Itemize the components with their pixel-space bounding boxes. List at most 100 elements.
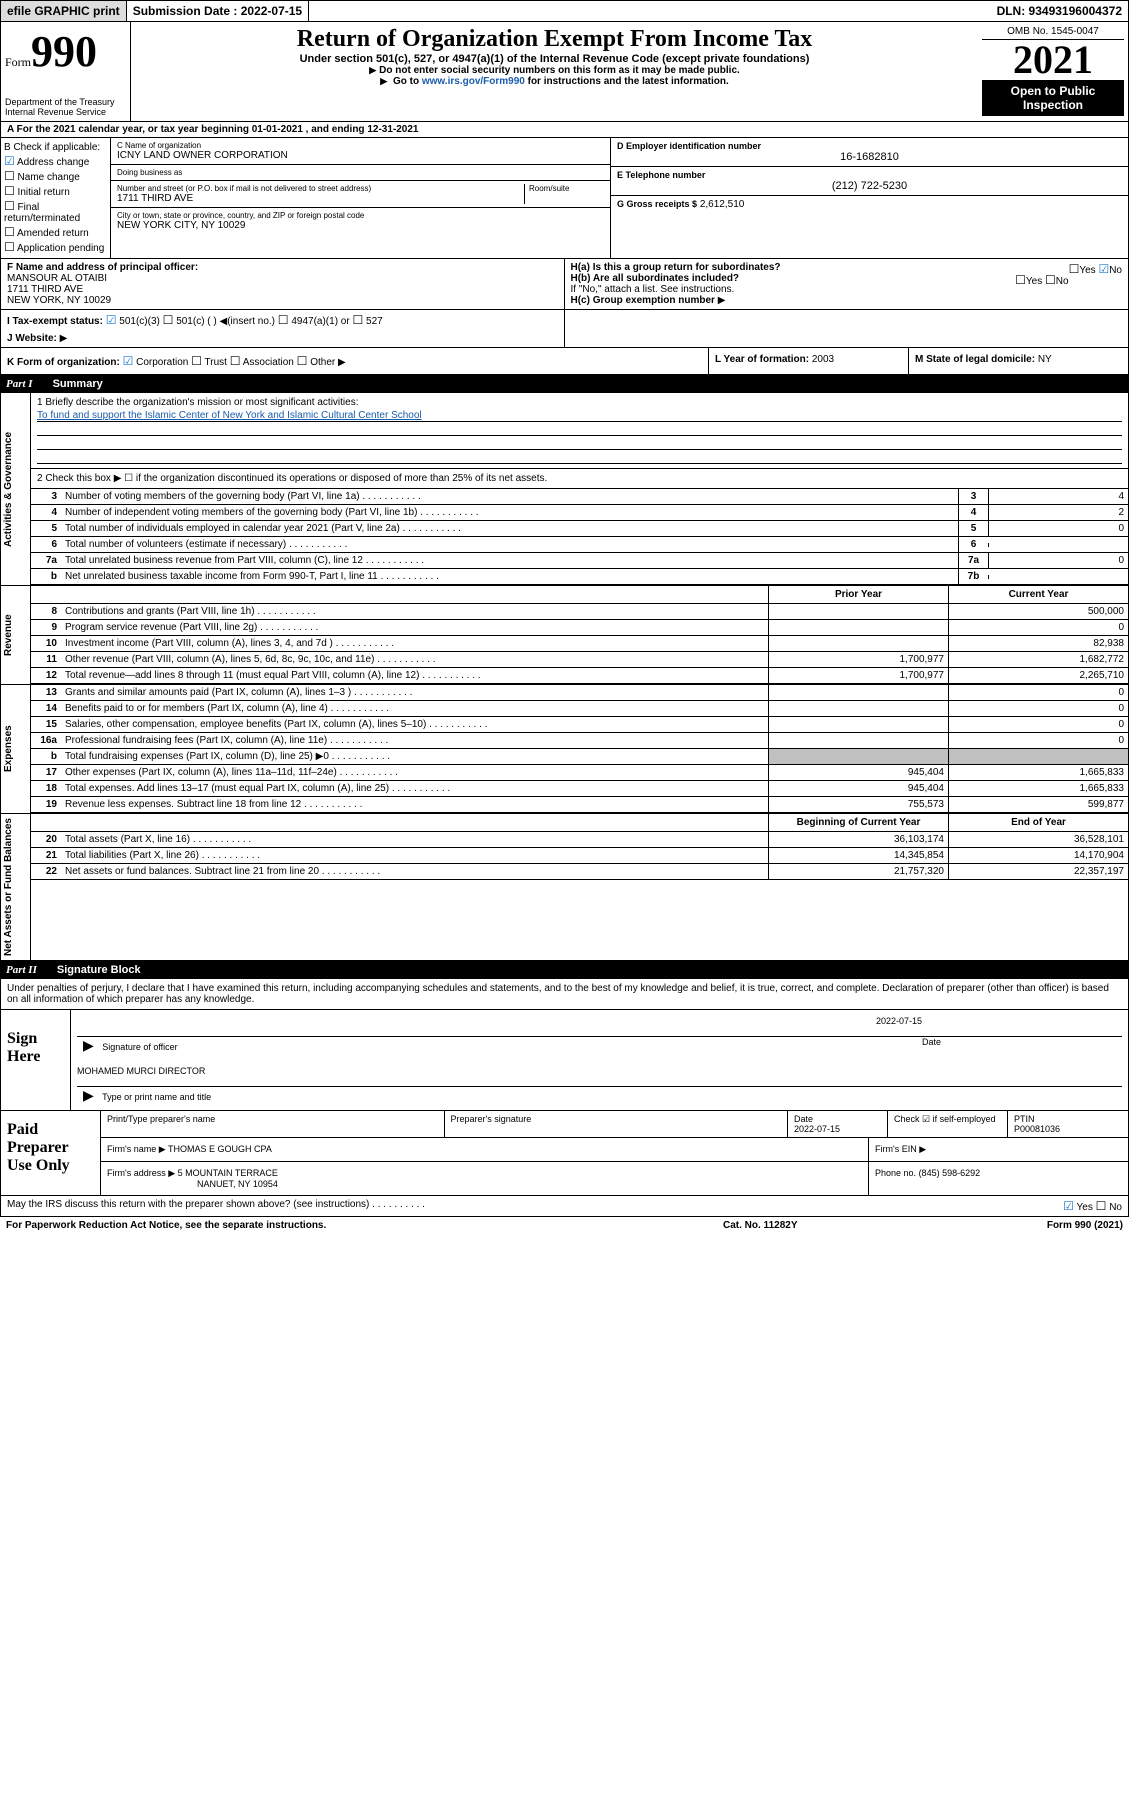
prep-check[interactable]: Check ☑ if self-employed xyxy=(888,1111,1008,1137)
city-label: City or town, state or province, country… xyxy=(117,211,604,220)
form-subtitle: Under section 501(c), 527, or 4947(a)(1)… xyxy=(141,53,968,65)
summary-gov: Activities & Governance 1 Briefly descri… xyxy=(0,393,1129,586)
phone-label: E Telephone number xyxy=(617,170,1122,180)
summary-net: Net Assets or Fund Balances Beginning of… xyxy=(0,814,1129,961)
phone: (212) 722-5230 xyxy=(617,180,1122,192)
summary-line: 22Net assets or fund balances. Subtract … xyxy=(31,864,1128,880)
col-d: D Employer identification number 16-1682… xyxy=(611,138,1128,258)
check-initial[interactable]: ☐ Initial return xyxy=(4,184,107,198)
line-1: 1 Briefly describe the organization's mi… xyxy=(31,393,1128,469)
summary-line: bTotal fundraising expenses (Part IX, co… xyxy=(31,749,1128,765)
top-bar: efile GRAPHIC print Submission Date : 20… xyxy=(0,0,1129,22)
summary-line: 10Investment income (Part VIII, column (… xyxy=(31,636,1128,652)
summary-line: 6Total number of volunteers (estimate if… xyxy=(31,537,1128,553)
arrow-icon: ▶ xyxy=(83,1087,94,1103)
prep-date: Date2022-07-15 xyxy=(788,1111,888,1137)
officer-sig-name: MOHAMED MURCI DIRECTOR xyxy=(77,1066,1122,1076)
sign-here-label: Sign Here xyxy=(1,1010,71,1110)
street: 1711 THIRD AVE xyxy=(117,193,524,204)
summary-line: 3Number of voting members of the governi… xyxy=(31,489,1128,505)
mission-text: To fund and support the Islamic Center o… xyxy=(37,410,1122,422)
summary-line: bNet unrelated business taxable income f… xyxy=(31,569,1128,585)
firm-addr-label: Firm's address ▶ xyxy=(107,1168,175,1178)
row-k: K Form of organization: ☑ Corporation ☐ … xyxy=(0,348,1129,375)
check-name-change[interactable]: ☐ Name change xyxy=(4,169,107,183)
tab-net-assets: Net Assets or Fund Balances xyxy=(1,814,31,960)
summary-line: 20Total assets (Part X, line 16)36,103,1… xyxy=(31,832,1128,848)
line-2: 2 Check this box ▶ ☐ if the organization… xyxy=(31,469,1128,489)
sub-date-label: Submission Date : 2022-07-15 xyxy=(127,1,309,21)
firm-phone: (845) 598-6292 xyxy=(919,1168,981,1178)
summary-line: 5Total number of individuals employed in… xyxy=(31,521,1128,537)
tab-expenses: Expenses xyxy=(1,685,31,813)
col-b: B Check if applicable: ☑ Address change … xyxy=(1,138,111,258)
row-f-label: F Name and address of principal officer: xyxy=(7,262,558,273)
check-amended[interactable]: ☐ Amended return xyxy=(4,225,107,239)
summary-line: 4Number of independent voting members of… xyxy=(31,505,1128,521)
gross-receipts: 2,612,510 xyxy=(700,199,745,210)
summary-exp: Expenses 13Grants and similar amounts pa… xyxy=(0,685,1129,814)
ein-label: D Employer identification number xyxy=(617,141,1122,151)
fin-header-net: Beginning of Current Year End of Year xyxy=(31,814,1128,832)
sig-date-label: Date xyxy=(922,1037,1122,1054)
summary-line: 18Total expenses. Add lines 13–17 (must … xyxy=(31,781,1128,797)
firm-name-label: Firm's name ▶ xyxy=(107,1144,166,1154)
summary-line: 12Total revenue—add lines 8 through 11 (… xyxy=(31,668,1128,684)
ein: 16-1682810 xyxy=(617,151,1122,163)
cat-no: Cat. No. 11282Y xyxy=(723,1220,923,1231)
tax-year: 2021 xyxy=(982,40,1124,80)
form-number: Form990 xyxy=(5,26,126,77)
org-name: ICNY LAND OWNER CORPORATION xyxy=(117,150,604,161)
preparer-block: Paid Preparer Use Only Print/Type prepar… xyxy=(0,1111,1129,1196)
sig-date: 2022-07-15 xyxy=(77,1016,1122,1026)
officer-addr1: 1711 THIRD AVE xyxy=(7,284,558,295)
efile-btn[interactable]: efile GRAPHIC print xyxy=(1,1,127,21)
summary-line: 14Benefits paid to or for members (Part … xyxy=(31,701,1128,717)
dba-label: Doing business as xyxy=(117,168,604,177)
summary-line: 7aTotal unrelated business revenue from … xyxy=(31,553,1128,569)
summary-rev: Revenue Prior Year Current Year 8Contrib… xyxy=(0,586,1129,685)
tab-revenue: Revenue xyxy=(1,586,31,684)
h-a: H(a) Is this a group return for subordin… xyxy=(571,262,1123,273)
gross-label: G Gross receipts $ xyxy=(617,199,697,209)
discuss-row: May the IRS discuss this return with the… xyxy=(0,1196,1129,1217)
check-app-pending[interactable]: ☐ Application pending xyxy=(4,240,107,254)
section-bcd: B Check if applicable: ☑ Address change … xyxy=(0,138,1129,259)
officer-addr2: NEW YORK, NY 10029 xyxy=(7,295,558,306)
summary-line: 8Contributions and grants (Part VIII, li… xyxy=(31,604,1128,620)
form-ref: Form 990 (2021) xyxy=(923,1220,1123,1231)
paperwork-notice: For Paperwork Reduction Act Notice, see … xyxy=(6,1220,723,1231)
check-addr-change[interactable]: ☑ Address change xyxy=(4,154,107,168)
open-public-badge: Open to Public Inspection xyxy=(982,80,1124,116)
form-header: Form990 Department of the Treasury Inter… xyxy=(0,22,1129,122)
col-b-label: B Check if applicable: xyxy=(4,142,107,153)
ptin: PTINP00081036 xyxy=(1008,1111,1128,1137)
row-fh: F Name and address of principal officer:… xyxy=(0,259,1129,310)
firm-ein-label: Firm's EIN ▶ xyxy=(868,1138,1128,1161)
row-ij: I Tax-exempt status: ☑ 501(c)(3) ☐ 501(c… xyxy=(0,310,1129,348)
row-i: I Tax-exempt status: ☑ 501(c)(3) ☐ 501(c… xyxy=(7,313,558,327)
summary-line: 17Other expenses (Part IX, column (A), l… xyxy=(31,765,1128,781)
instr-1: Do not enter social security numbers on … xyxy=(141,65,968,76)
row-a: A For the 2021 calendar year, or tax yea… xyxy=(0,122,1129,138)
row-j: J Website: ▶ xyxy=(7,333,558,344)
summary-line: 13Grants and similar amounts paid (Part … xyxy=(31,685,1128,701)
city: NEW YORK CITY, NY 10029 xyxy=(117,220,604,231)
officer-name: MANSOUR AL OTAIBI xyxy=(7,273,558,284)
tab-governance: Activities & Governance xyxy=(1,393,31,585)
officer-name-label: Type or print name and title xyxy=(102,1092,211,1102)
firm-addr2: NANUET, NY 10954 xyxy=(197,1179,278,1189)
form-title: Return of Organization Exempt From Incom… xyxy=(141,26,968,53)
sig-officer-label: Signature of officer xyxy=(102,1042,177,1052)
org-name-label: C Name of organization xyxy=(117,141,604,150)
instr-link[interactable]: www.irs.gov/Form990 xyxy=(422,76,525,87)
h-b: H(b) Are all subordinates included? ☐Yes… xyxy=(571,273,1123,284)
room-label: Room/suite xyxy=(529,184,604,193)
firm-addr1: 5 MOUNTAIN TERRACE xyxy=(178,1168,278,1178)
sign-block: Sign Here 2022-07-15 ▶ Signature of offi… xyxy=(0,1010,1129,1111)
check-final[interactable]: ☐ Final return/terminated xyxy=(4,199,107,224)
summary-line: 15Salaries, other compensation, employee… xyxy=(31,717,1128,733)
part1-header: Part I Summary xyxy=(0,375,1129,393)
summary-line: 11Other revenue (Part VIII, column (A), … xyxy=(31,652,1128,668)
footer: For Paperwork Reduction Act Notice, see … xyxy=(0,1217,1129,1234)
